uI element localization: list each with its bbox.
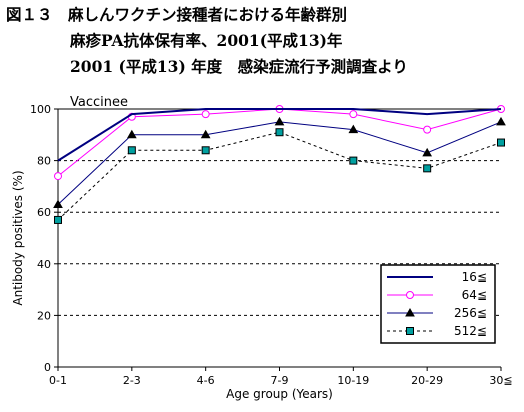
- y-tick-label: 40: [37, 258, 51, 271]
- y-axis-label: Antibody positives (%): [11, 170, 25, 305]
- data-point: [274, 116, 285, 126]
- data-point: [201, 146, 210, 155]
- x-tick-label: 30≦: [489, 374, 512, 387]
- figure-source-line: 2001 (平成13) 年度 感染症流行予測調査より: [70, 57, 408, 76]
- data-point: [406, 291, 414, 299]
- x-tick-label: 2-3: [123, 374, 141, 387]
- legend-label: 16≦: [462, 270, 487, 284]
- y-tick-label: 80: [37, 155, 51, 168]
- x-tick-label: 7-9: [271, 374, 289, 387]
- data-point: [201, 110, 210, 119]
- data-point: [126, 129, 137, 139]
- y-tick-label: 100: [30, 103, 51, 116]
- y-tick-label: 20: [37, 309, 51, 322]
- data-point: [348, 124, 359, 134]
- data-point: [406, 327, 414, 335]
- x-tick-label: 0-1: [49, 374, 67, 387]
- data-point: [405, 307, 415, 317]
- figure-title-line-2: 麻疹PA抗体保有率、2001(平成13)年: [70, 31, 343, 50]
- data-point: [275, 128, 284, 137]
- data-point: [497, 138, 505, 147]
- data-point: [54, 172, 62, 181]
- panel-label: Vaccinee: [70, 95, 128, 110]
- data-point: [53, 199, 63, 208]
- y-tick-label: 60: [37, 206, 51, 219]
- x-tick-label: 4-6: [197, 374, 215, 387]
- data-point: [423, 125, 432, 134]
- x-tick-label: 20-29: [411, 374, 443, 387]
- data-point: [349, 156, 358, 165]
- data-point: [496, 116, 506, 126]
- legend-label: 512≦: [454, 324, 487, 338]
- legend-label: 64≦: [462, 288, 487, 302]
- data-point: [423, 164, 432, 173]
- legend-label: 256≦: [454, 306, 487, 320]
- series-line: [57, 131, 502, 221]
- data-point: [422, 147, 433, 157]
- y-tick-label: 0: [44, 361, 51, 374]
- data-point: [349, 110, 358, 119]
- x-axis-label: Age group (Years): [226, 387, 333, 401]
- data-point: [127, 146, 136, 155]
- series-line: [57, 108, 502, 162]
- figure-title-line-1: 図１３ 麻しんワクチン接種者における年齢群別: [6, 5, 348, 24]
- x-tick-label: 10-19: [337, 374, 369, 387]
- data-point: [54, 215, 62, 224]
- data-point: [200, 129, 211, 139]
